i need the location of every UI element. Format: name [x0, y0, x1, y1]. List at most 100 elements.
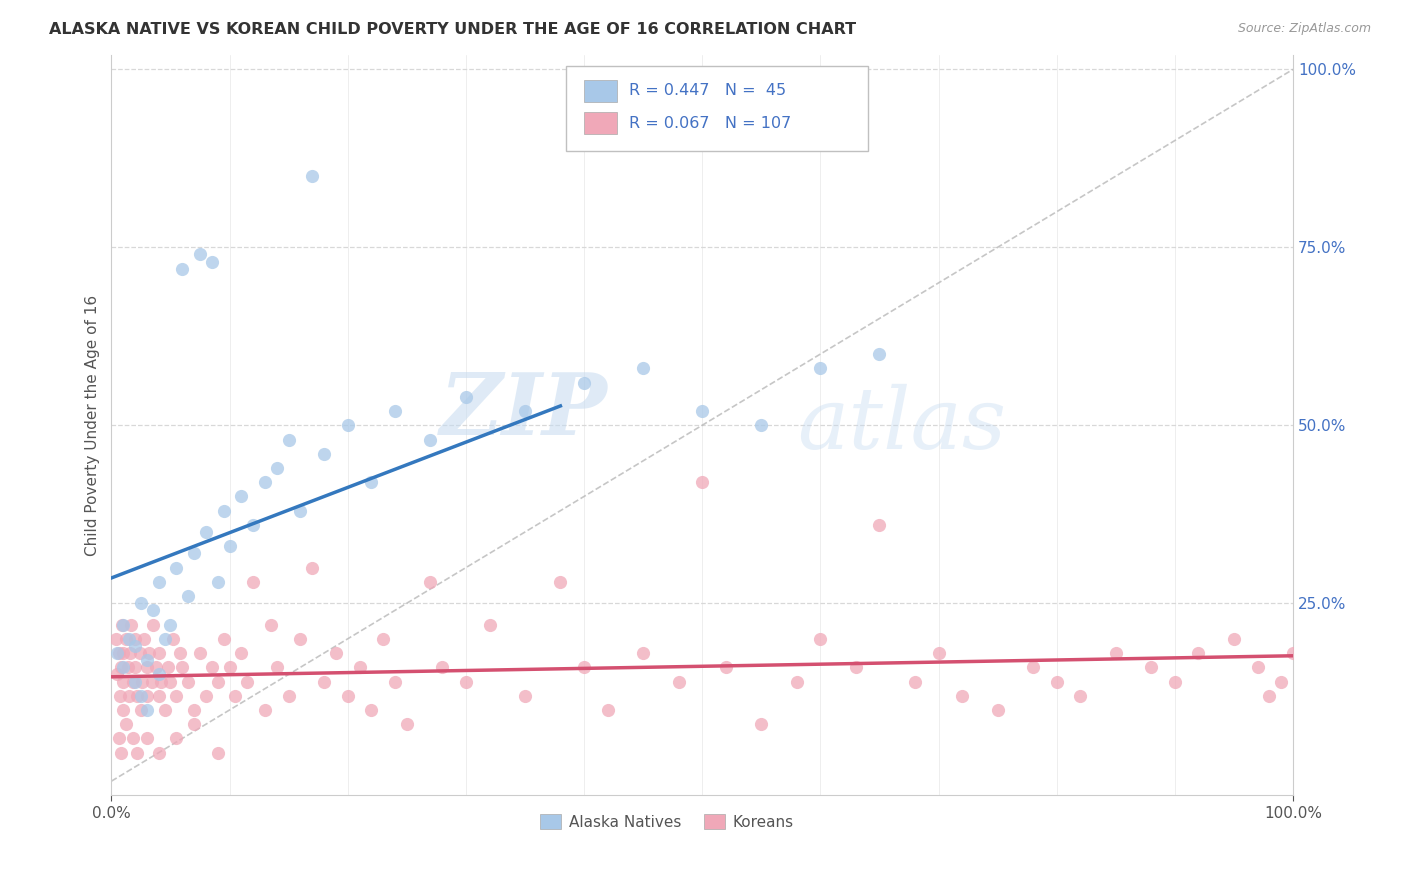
Point	[207, 746, 229, 760]
Point	[1069, 689, 1091, 703]
Point	[172, 660, 194, 674]
Point	[290, 504, 312, 518]
Point	[141, 674, 163, 689]
Point	[183, 546, 205, 560]
Point	[868, 347, 890, 361]
Point	[290, 632, 312, 646]
Point	[142, 617, 165, 632]
Point	[129, 689, 152, 703]
Point	[112, 674, 135, 689]
Point	[277, 689, 299, 703]
Point	[786, 674, 808, 689]
Point	[177, 674, 200, 689]
Point	[111, 617, 134, 632]
Point	[749, 717, 772, 731]
Point	[454, 674, 477, 689]
Point	[183, 703, 205, 717]
Point	[135, 660, 157, 674]
Point	[212, 504, 235, 518]
Point	[928, 646, 950, 660]
Point	[110, 746, 132, 760]
Point	[105, 646, 128, 660]
Point	[148, 746, 170, 760]
Point	[148, 667, 170, 681]
Point	[153, 632, 176, 646]
Point	[572, 376, 595, 390]
Point	[108, 689, 131, 703]
Point	[105, 667, 128, 681]
Point	[148, 646, 170, 660]
Point	[596, 703, 619, 717]
Point	[124, 674, 146, 689]
Point	[395, 717, 418, 731]
Point	[114, 717, 136, 731]
FancyBboxPatch shape	[583, 112, 617, 135]
Point	[194, 524, 217, 539]
Point	[231, 646, 253, 660]
Point	[118, 632, 141, 646]
Point	[1105, 646, 1128, 660]
Point	[314, 674, 336, 689]
Point	[194, 689, 217, 703]
Point	[107, 731, 129, 746]
Point	[107, 646, 129, 660]
Point	[138, 646, 160, 660]
Point	[124, 660, 146, 674]
Point	[127, 746, 149, 760]
Point	[121, 674, 143, 689]
Point	[266, 461, 288, 475]
Point	[188, 247, 211, 261]
Point	[135, 703, 157, 717]
Point	[207, 674, 229, 689]
Point	[478, 617, 501, 632]
Point	[513, 689, 536, 703]
Point	[419, 433, 441, 447]
Point	[808, 361, 831, 376]
Point	[987, 703, 1010, 717]
Point	[845, 660, 868, 674]
Point	[301, 169, 323, 183]
Text: ZIP: ZIP	[440, 368, 607, 452]
Point	[124, 632, 146, 646]
Point	[131, 674, 153, 689]
Point	[253, 703, 276, 717]
Point	[360, 703, 382, 717]
Text: Source: ZipAtlas.com: Source: ZipAtlas.com	[1237, 22, 1371, 36]
Point	[169, 646, 191, 660]
Point	[1187, 646, 1209, 660]
Text: R = 0.447   N =  45: R = 0.447 N = 45	[628, 83, 786, 98]
Point	[384, 674, 406, 689]
Point	[134, 632, 156, 646]
Point	[207, 574, 229, 589]
Point	[360, 475, 382, 490]
FancyBboxPatch shape	[583, 79, 617, 102]
Point	[336, 418, 359, 433]
Point	[690, 404, 713, 418]
Point	[135, 689, 157, 703]
Point	[690, 475, 713, 490]
Y-axis label: Child Poverty Under the Age of 16: Child Poverty Under the Age of 16	[86, 294, 100, 556]
Point	[1282, 646, 1305, 660]
Point	[112, 660, 135, 674]
Point	[242, 574, 264, 589]
Point	[212, 632, 235, 646]
Point	[183, 717, 205, 731]
Point	[188, 646, 211, 660]
Point	[121, 731, 143, 746]
Point	[224, 689, 246, 703]
Point	[631, 646, 654, 660]
Point	[242, 517, 264, 532]
Point	[714, 660, 737, 674]
FancyBboxPatch shape	[567, 66, 868, 152]
Text: atlas: atlas	[797, 384, 1005, 467]
Point	[114, 632, 136, 646]
Point	[135, 731, 157, 746]
Point	[336, 689, 359, 703]
Point	[159, 674, 181, 689]
Point	[118, 689, 141, 703]
Point	[550, 574, 572, 589]
Point	[432, 660, 454, 674]
Point	[165, 731, 187, 746]
Point	[117, 660, 139, 674]
Point	[145, 660, 167, 674]
